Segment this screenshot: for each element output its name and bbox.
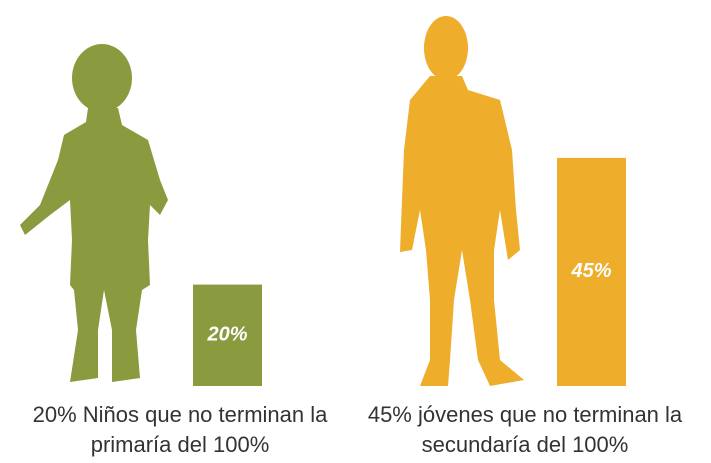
chart: 20% 45%: [20, 16, 626, 386]
bar: [193, 284, 262, 386]
value-label: 45%: [570, 260, 611, 282]
child-silhouette: [20, 44, 168, 382]
bar: [557, 157, 626, 386]
youth-silhouette: [400, 16, 524, 386]
caption: 20% Niños que no terminan la primaría de…: [32, 402, 328, 457]
caption: 45% jóvenes que no terminan la secundarí…: [367, 402, 683, 457]
value-label: 20%: [206, 324, 247, 346]
